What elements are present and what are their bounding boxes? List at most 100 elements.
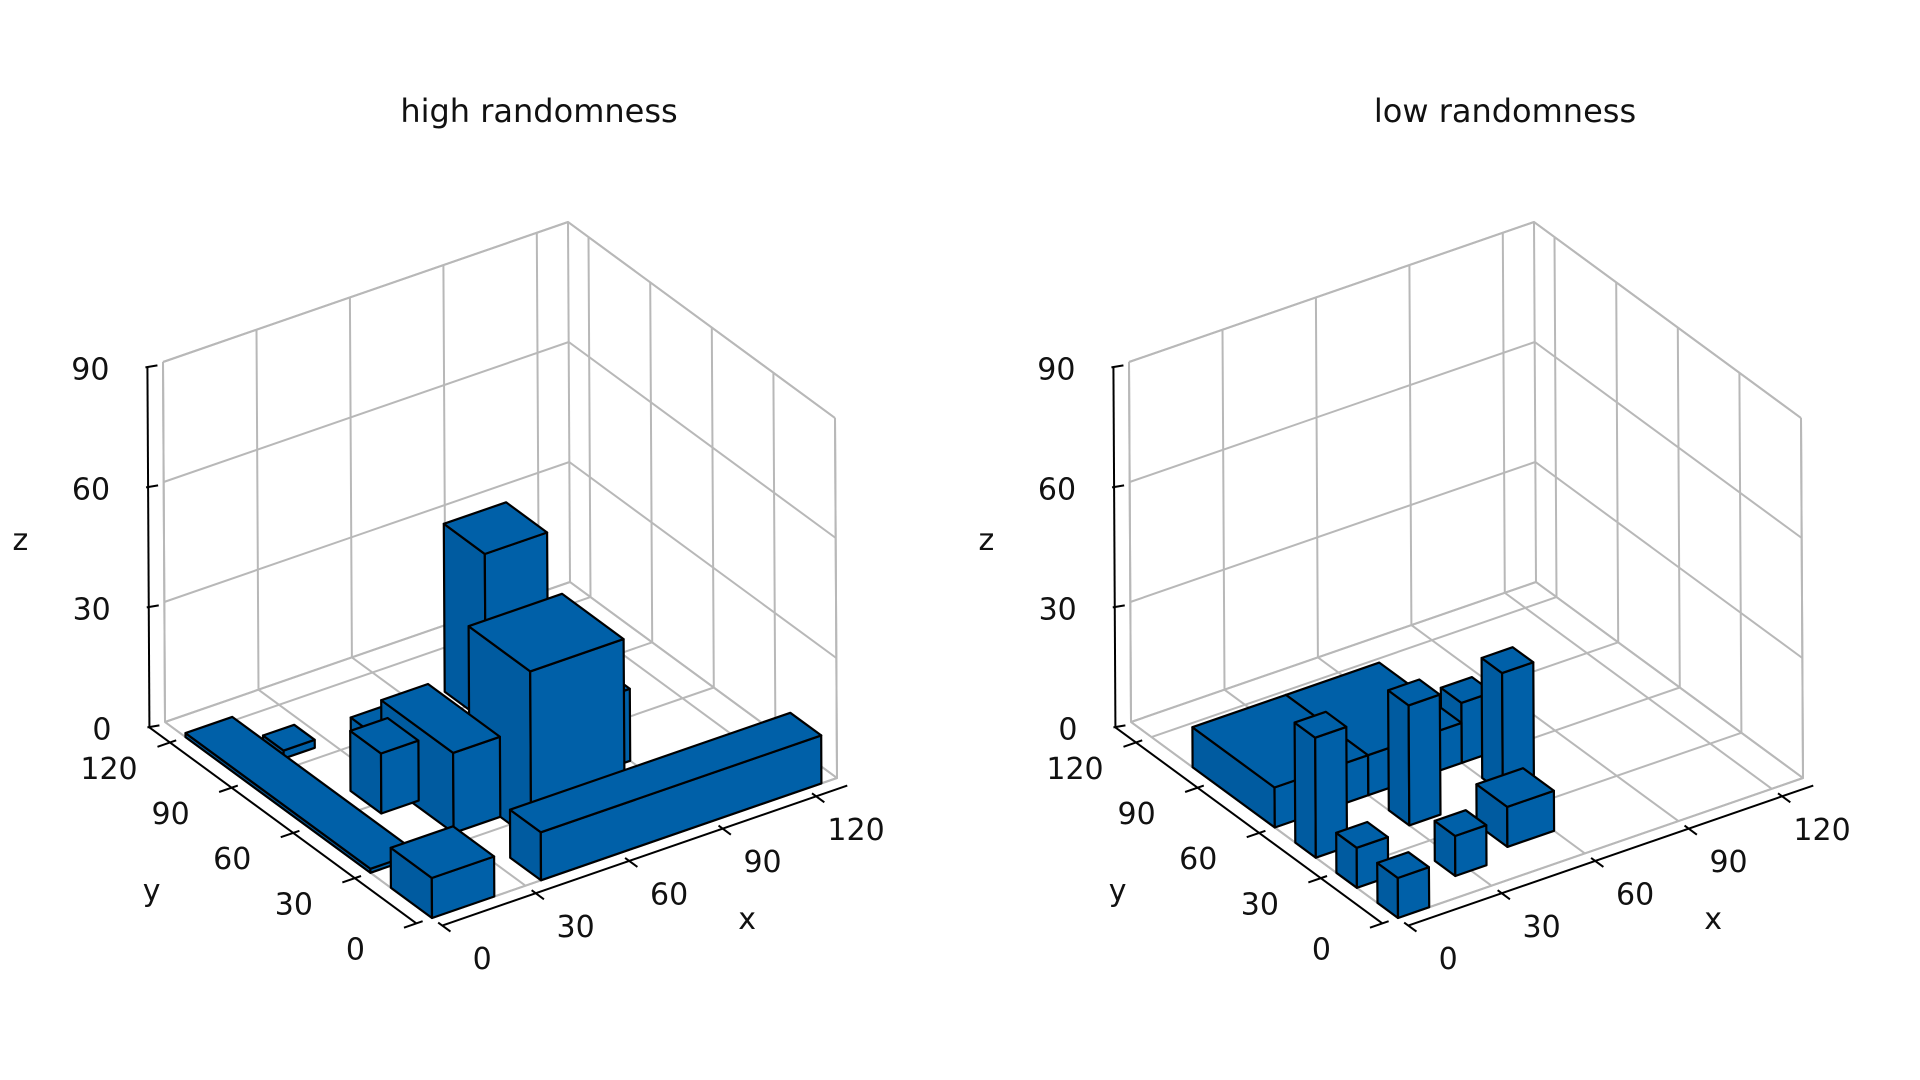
y-axis-label: y <box>143 873 161 908</box>
y-tick-mark <box>342 875 362 884</box>
z-axis-label: z <box>13 523 29 558</box>
y-axis-line <box>148 726 418 925</box>
y-tick-mark <box>157 739 177 748</box>
bar-top-face <box>1376 851 1431 880</box>
y-axis-label: y <box>1109 873 1127 908</box>
x-tick-mark <box>1777 792 1791 804</box>
gridline-z <box>1128 220 1802 419</box>
bar-side-face <box>1386 689 1411 827</box>
bar-4 <box>1293 710 1349 859</box>
y-axis-line <box>1114 726 1384 925</box>
subplot-title: low randomness <box>1374 92 1636 130</box>
axes: 0 30 60 90 120 0 30 60 90 120 0 30 60 90 x y z <box>979 352 1851 977</box>
y-tick-mark <box>1123 739 1143 748</box>
bar-top-face <box>1293 710 1348 739</box>
grid <box>1128 220 1805 919</box>
z-tick-mark <box>145 484 159 489</box>
y-tick-mark <box>280 829 300 839</box>
gridline-z <box>1129 460 1803 659</box>
subplot-title: high randomness <box>400 92 677 130</box>
z-tick-label: 90 <box>71 352 109 387</box>
y-tick-label: 60 <box>213 842 251 877</box>
y-tick-label: 30 <box>1241 887 1279 922</box>
x-tick-mark <box>811 792 825 804</box>
y-tick-mark <box>1246 829 1266 839</box>
z-tick-label: 0 <box>92 712 111 747</box>
z-tick-label: 90 <box>1037 352 1075 387</box>
y-tick-mark <box>1308 875 1328 884</box>
bar-top-face <box>349 716 420 755</box>
y-tick-label: 90 <box>1118 797 1156 832</box>
pane-edge <box>567 221 571 583</box>
bar-top-face <box>1433 809 1488 838</box>
bar-0 <box>389 825 496 920</box>
y-tick-label: 30 <box>275 887 313 922</box>
y-tick-mark <box>403 920 423 929</box>
x-axis-label: x <box>738 902 756 937</box>
bar-side-face <box>1480 656 1504 795</box>
x-axis-line <box>1407 784 1814 927</box>
bar-top-face <box>467 592 625 673</box>
x-tick-label: 90 <box>743 845 781 880</box>
gridline-z <box>163 460 837 659</box>
bars <box>184 501 823 920</box>
y-tick-label: 90 <box>152 797 190 832</box>
bar-2 <box>1433 809 1488 878</box>
bar-side-face <box>1293 721 1317 859</box>
x-tick-label: 120 <box>827 813 884 848</box>
x-axis-line <box>441 784 848 927</box>
bar-top-face <box>1475 767 1556 809</box>
bar-top-face <box>380 682 501 755</box>
z-axis-line <box>146 367 151 728</box>
gridline-x <box>1501 232 1773 790</box>
x-tick-label: 60 <box>650 878 688 913</box>
gridline-z <box>1130 580 1804 779</box>
bar-front-face <box>1407 693 1442 827</box>
y-tick-label: 60 <box>1179 842 1217 877</box>
bar-top-face <box>1386 678 1441 707</box>
z-tick-label: 60 <box>72 472 110 507</box>
x-axis-label: x <box>1704 902 1722 937</box>
z-tick-label: 60 <box>1038 472 1076 507</box>
bar-0 <box>1376 851 1431 920</box>
bar-3 <box>1475 767 1556 849</box>
bar-6 <box>1480 646 1536 795</box>
z-tick-mark <box>147 724 160 729</box>
bar-top-face <box>389 825 496 880</box>
gridline-z <box>162 220 836 419</box>
bar-5 <box>349 716 420 815</box>
x-tick-mark <box>1497 889 1511 901</box>
x-tick-mark <box>717 824 732 836</box>
z-tick-label: 0 <box>1058 712 1077 747</box>
x-tick-label: 0 <box>473 942 492 977</box>
y-tick-mark <box>218 784 239 793</box>
z-axis-line <box>1112 367 1117 728</box>
x-tick-label: 30 <box>1523 910 1561 945</box>
subplot-low-randomness: 0 30 60 90 120 0 30 60 90 120 0 30 60 90 x y z low random… <box>979 92 1851 977</box>
x-tick-mark <box>531 889 545 901</box>
axes: 0 30 60 90 120 0 30 60 90 120 0 30 60 90 x y z <box>13 352 885 977</box>
z-tick-mark <box>146 604 159 609</box>
y-tick-label: 0 <box>1312 933 1331 968</box>
bar-top-face <box>508 711 823 834</box>
bar-top-face <box>442 501 549 556</box>
x-tick-label: 30 <box>557 910 595 945</box>
x-tick-label: 90 <box>1709 845 1747 880</box>
z-tick-mark <box>1111 484 1125 489</box>
x-tick-mark <box>1683 824 1698 836</box>
x-tick-label: 60 <box>1616 878 1654 913</box>
x-tick-mark <box>624 857 638 868</box>
z-tick-label: 30 <box>73 592 111 627</box>
y-tick-mark <box>1369 920 1389 929</box>
bar-5 <box>1386 678 1442 827</box>
bar-1 <box>508 711 823 882</box>
bars <box>1191 646 1556 920</box>
gridline-z <box>163 340 837 539</box>
bar-top-face <box>1335 820 1390 849</box>
bar-top-face <box>1480 646 1535 675</box>
z-tick-mark <box>145 364 158 369</box>
pane-edge <box>1533 221 1537 583</box>
z-tick-label: 30 <box>1039 592 1077 627</box>
z-tick-mark <box>1111 364 1124 369</box>
